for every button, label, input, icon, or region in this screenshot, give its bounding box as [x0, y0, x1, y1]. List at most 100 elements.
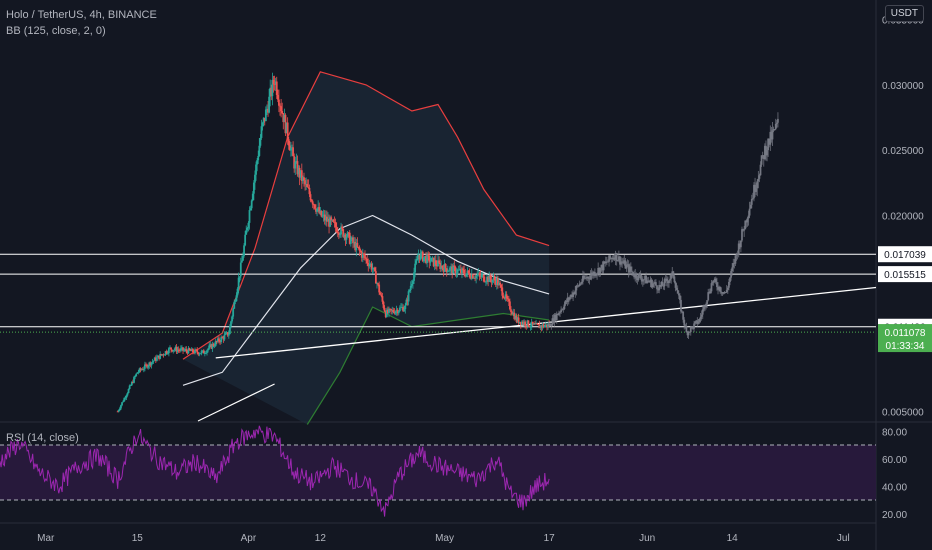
- candle-body: [309, 194, 312, 201]
- candle-body: [343, 234, 346, 237]
- candle-body: [346, 232, 349, 237]
- candle-body: [283, 114, 286, 123]
- candle-body: [393, 312, 396, 314]
- candle-body-projection: [761, 155, 764, 157]
- candle-body: [249, 208, 252, 211]
- candle-body-projection: [550, 325, 553, 327]
- candle-body: [357, 246, 360, 248]
- bb-fill: [183, 71, 550, 425]
- candle-body-projection: [640, 278, 643, 282]
- candle-body: [450, 266, 452, 268]
- candle-body: [183, 350, 186, 351]
- candle-body: [342, 228, 345, 237]
- currency-button[interactable]: USDT: [884, 5, 924, 22]
- candle-body-projection: [644, 275, 646, 280]
- candle-body-projection: [600, 264, 603, 268]
- candle-body-projection: [607, 261, 609, 263]
- candle-body-projection: [742, 229, 744, 231]
- candle-body-projection: [608, 255, 610, 262]
- candle-body: [137, 371, 140, 373]
- candle-body: [222, 337, 225, 340]
- candle-body: [207, 348, 210, 351]
- candle-body: [267, 108, 269, 113]
- candle-body-projection: [692, 326, 694, 329]
- candle-body: [530, 321, 533, 327]
- candle-body-projection: [698, 318, 701, 322]
- candle-body-projection: [771, 130, 774, 140]
- x-tick-label: 15: [132, 533, 144, 544]
- candle-body-projection: [700, 314, 703, 317]
- candle-body-projection: [590, 272, 593, 276]
- candle-body: [117, 410, 120, 412]
- candle-body: [276, 94, 279, 100]
- candle-body-projection: [626, 264, 629, 266]
- candle-body: [440, 265, 443, 269]
- candle-body: [282, 113, 285, 123]
- candle-body-projection: [647, 280, 650, 282]
- candle-body: [367, 262, 370, 267]
- candle-body-projection: [773, 129, 776, 130]
- candle-body-projection: [572, 292, 575, 298]
- candle-body: [123, 398, 126, 402]
- candle-body-projection: [777, 118, 779, 123]
- candle-body-projection: [671, 271, 674, 274]
- candle-body: [409, 285, 412, 290]
- candle-body: [157, 355, 159, 358]
- candle-body: [162, 354, 165, 356]
- candle-body: [226, 332, 229, 336]
- candle-body: [386, 309, 389, 313]
- candle-body: [281, 111, 284, 114]
- candle-body: [463, 269, 466, 274]
- candle-body: [396, 309, 399, 314]
- candle-body: [255, 164, 257, 175]
- candle-body: [138, 368, 141, 372]
- candle-body: [174, 347, 177, 350]
- candle-body: [426, 254, 429, 263]
- candle-body: [330, 217, 333, 221]
- candle-body-projection: [625, 264, 628, 269]
- candle-body: [189, 350, 192, 352]
- candle-body: [398, 307, 401, 312]
- candle-body: [352, 237, 354, 244]
- candle-body: [214, 341, 217, 346]
- candle-body: [228, 326, 231, 335]
- candle-body: [380, 294, 383, 297]
- candle-body-projection: [562, 308, 565, 310]
- candle-body-projection: [707, 292, 710, 301]
- candle-body: [230, 321, 232, 327]
- candle-body-projection: [677, 293, 680, 296]
- candle-body: [340, 226, 342, 235]
- candle-body: [208, 345, 211, 349]
- candle-body-projection: [636, 278, 639, 281]
- candle-body: [165, 351, 168, 354]
- candle-body: [499, 282, 502, 285]
- candle-body: [327, 218, 329, 222]
- candle-body: [416, 258, 419, 261]
- candle-body: [147, 365, 150, 368]
- candle-body: [405, 299, 408, 306]
- candle-body: [540, 325, 543, 328]
- candle-body-projection: [665, 278, 668, 282]
- candle-body: [254, 174, 256, 183]
- candle-body-projection: [734, 255, 737, 264]
- candle-body: [544, 324, 547, 326]
- candle-body-projection: [743, 229, 746, 231]
- candle-body-projection: [696, 320, 699, 324]
- candle-body: [126, 393, 129, 396]
- candle-body: [466, 270, 469, 274]
- candle-body: [127, 389, 130, 394]
- candle-body: [512, 312, 515, 315]
- candle-body: [134, 376, 137, 378]
- candle-body-projection: [702, 305, 705, 310]
- candle-body: [441, 265, 444, 268]
- price-level-label: 0.015515: [884, 270, 926, 281]
- candle-body: [130, 382, 133, 386]
- candle-body: [273, 84, 276, 86]
- bb-indicator-label: BB (125, close, 2, 0): [6, 25, 106, 37]
- candle-body: [167, 348, 170, 354]
- candle-body-projection: [651, 283, 654, 288]
- candle-body: [534, 323, 536, 325]
- candle-body: [433, 260, 436, 267]
